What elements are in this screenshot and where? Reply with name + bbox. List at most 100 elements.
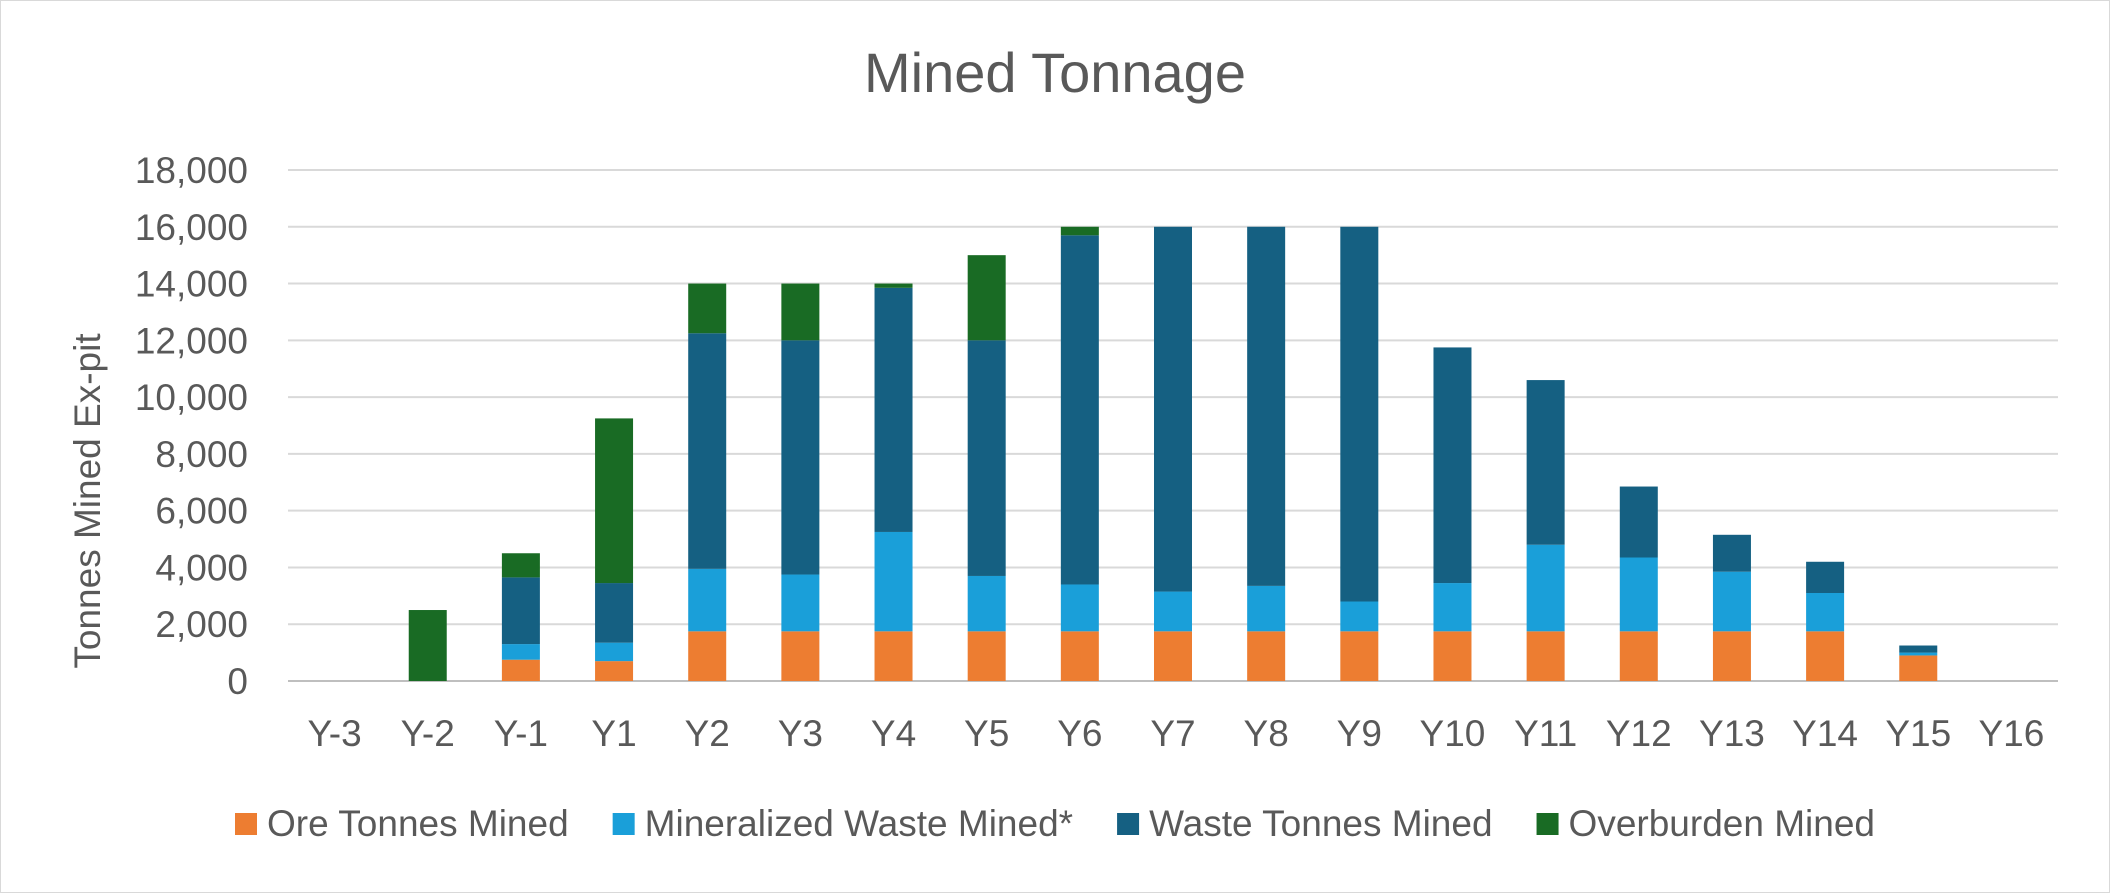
bar-segment bbox=[688, 568, 727, 632]
bar-segment bbox=[1712, 571, 1751, 632]
x-tick-label: Y16 bbox=[1978, 713, 2044, 754]
bar-segment bbox=[781, 631, 820, 681]
legend-swatch bbox=[235, 813, 257, 835]
bar-segment bbox=[595, 418, 634, 584]
bar-segment bbox=[1340, 631, 1379, 681]
y-tick-label: 6,000 bbox=[155, 491, 248, 532]
x-tick-label: Y5 bbox=[964, 713, 1009, 754]
bar-segment bbox=[874, 531, 913, 632]
bar-segment bbox=[408, 610, 447, 681]
x-tick-labels: Y-3 Y-2 Y-1 Y1 Y2 Y3 Y4 Y5 Y6 Y7 Y8 Y9 Y10 Y11 Y12 Y13 Y… bbox=[307, 713, 2044, 754]
x-tick-label: Y9 bbox=[1337, 713, 1382, 754]
bar-segment bbox=[874, 287, 913, 532]
x-tick-label: Y1 bbox=[591, 713, 636, 754]
x-tick-label: Y10 bbox=[1420, 713, 1486, 754]
bar-segment bbox=[1060, 584, 1099, 632]
y-tick-label: 0 bbox=[227, 661, 248, 702]
x-tick-label: Y11 bbox=[1514, 713, 1577, 754]
legend-label: Waste Tonnes Mined bbox=[1149, 803, 1492, 844]
x-tick-label: Y-1 bbox=[494, 713, 548, 754]
y-tick-label: 8,000 bbox=[155, 434, 248, 475]
legend-swatch bbox=[1117, 813, 1140, 835]
bar-segment bbox=[1712, 534, 1751, 572]
bar-segment bbox=[1340, 226, 1379, 602]
bar-segment bbox=[1247, 226, 1286, 586]
bar-segment bbox=[1433, 631, 1472, 681]
bar-segment bbox=[967, 255, 1006, 341]
bar-segment bbox=[781, 340, 820, 575]
bar-segment bbox=[1433, 347, 1472, 584]
x-tick-label: Y-2 bbox=[401, 713, 455, 754]
bar-segment bbox=[874, 631, 913, 681]
y-tick-labels: 0 2,000 4,000 6,000 8,000 10,000 12,000 14,000 1… bbox=[135, 150, 248, 702]
y-tick-label: 10,000 bbox=[135, 377, 248, 418]
bar-segment bbox=[501, 553, 540, 578]
bar-segment bbox=[688, 333, 727, 569]
bar-segment bbox=[781, 574, 820, 632]
bar-segment bbox=[1526, 544, 1565, 632]
bar-segment bbox=[1899, 645, 1938, 653]
bar-segment bbox=[1154, 631, 1192, 681]
y-tick-label: 4,000 bbox=[155, 547, 248, 588]
bar-segment bbox=[1060, 235, 1099, 585]
x-tick-label: Y2 bbox=[685, 713, 730, 754]
x-tick-label: Y4 bbox=[871, 713, 916, 754]
y-tick-label: 14,000 bbox=[135, 264, 248, 305]
bar-segment bbox=[967, 631, 1006, 681]
bar-segment bbox=[1154, 226, 1192, 592]
bar-segment bbox=[1619, 631, 1658, 681]
bar-segment bbox=[595, 661, 634, 681]
bar-segment bbox=[688, 283, 727, 334]
bar-segment bbox=[1060, 631, 1099, 681]
x-tick-label: Y-3 bbox=[307, 713, 361, 754]
y-tick-label: 16,000 bbox=[135, 207, 248, 248]
x-tick-label: Y3 bbox=[778, 713, 823, 754]
bar-segment bbox=[501, 659, 540, 681]
bar-segment bbox=[1899, 655, 1938, 681]
bars bbox=[408, 226, 1938, 681]
chart-title: Mined Tonnage bbox=[864, 41, 1246, 104]
bar-segment bbox=[501, 577, 540, 645]
x-tick-label: Y6 bbox=[1057, 713, 1102, 754]
bar-segment bbox=[595, 642, 634, 662]
bar-segment bbox=[1526, 380, 1565, 545]
bar-segment bbox=[967, 575, 1006, 632]
x-tick-label: Y15 bbox=[1885, 713, 1951, 754]
bar-segment bbox=[1247, 631, 1286, 681]
legend-swatch bbox=[1536, 813, 1559, 835]
bar-segment bbox=[1899, 652, 1938, 656]
x-tick-label: Y8 bbox=[1244, 713, 1289, 754]
bar-segment bbox=[1619, 486, 1658, 558]
bar-segment bbox=[501, 644, 540, 660]
bar-segment bbox=[1247, 585, 1286, 632]
bar-segment bbox=[1154, 591, 1192, 632]
y-tick-label: 12,000 bbox=[135, 320, 248, 361]
bar-segment bbox=[1806, 631, 1845, 681]
bar-segment bbox=[1806, 592, 1845, 632]
bar-segment bbox=[1526, 631, 1565, 681]
bar-segment bbox=[1060, 226, 1099, 236]
y-axis-label: Tonnes Mined Ex-pit bbox=[67, 333, 108, 669]
legend-label: Overburden Mined bbox=[1569, 803, 1875, 844]
y-tick-label: 18,000 bbox=[135, 150, 248, 191]
bar-segment bbox=[688, 631, 727, 681]
bar-segment bbox=[967, 340, 1006, 576]
bar-segment bbox=[1340, 601, 1379, 632]
bar-segment bbox=[1806, 561, 1845, 593]
x-tick-label: Y12 bbox=[1606, 713, 1672, 754]
legend-label: Ore Tonnes Mined bbox=[267, 803, 569, 844]
legend: Ore Tonnes Mined Mineralized Waste Mined*… bbox=[235, 803, 1875, 844]
bar-segment bbox=[1712, 631, 1751, 681]
bar-segment bbox=[595, 583, 634, 643]
bar-segment bbox=[874, 283, 913, 288]
bar-segment bbox=[781, 283, 820, 341]
legend-label: Mineralized Waste Mined* bbox=[645, 803, 1073, 844]
x-tick-label: Y13 bbox=[1699, 713, 1765, 754]
bar-segment bbox=[1619, 557, 1658, 632]
bar-segment bbox=[1433, 583, 1472, 632]
y-tick-label: 2,000 bbox=[155, 604, 248, 645]
x-tick-label: Y7 bbox=[1150, 713, 1195, 754]
legend-swatch bbox=[612, 813, 635, 835]
